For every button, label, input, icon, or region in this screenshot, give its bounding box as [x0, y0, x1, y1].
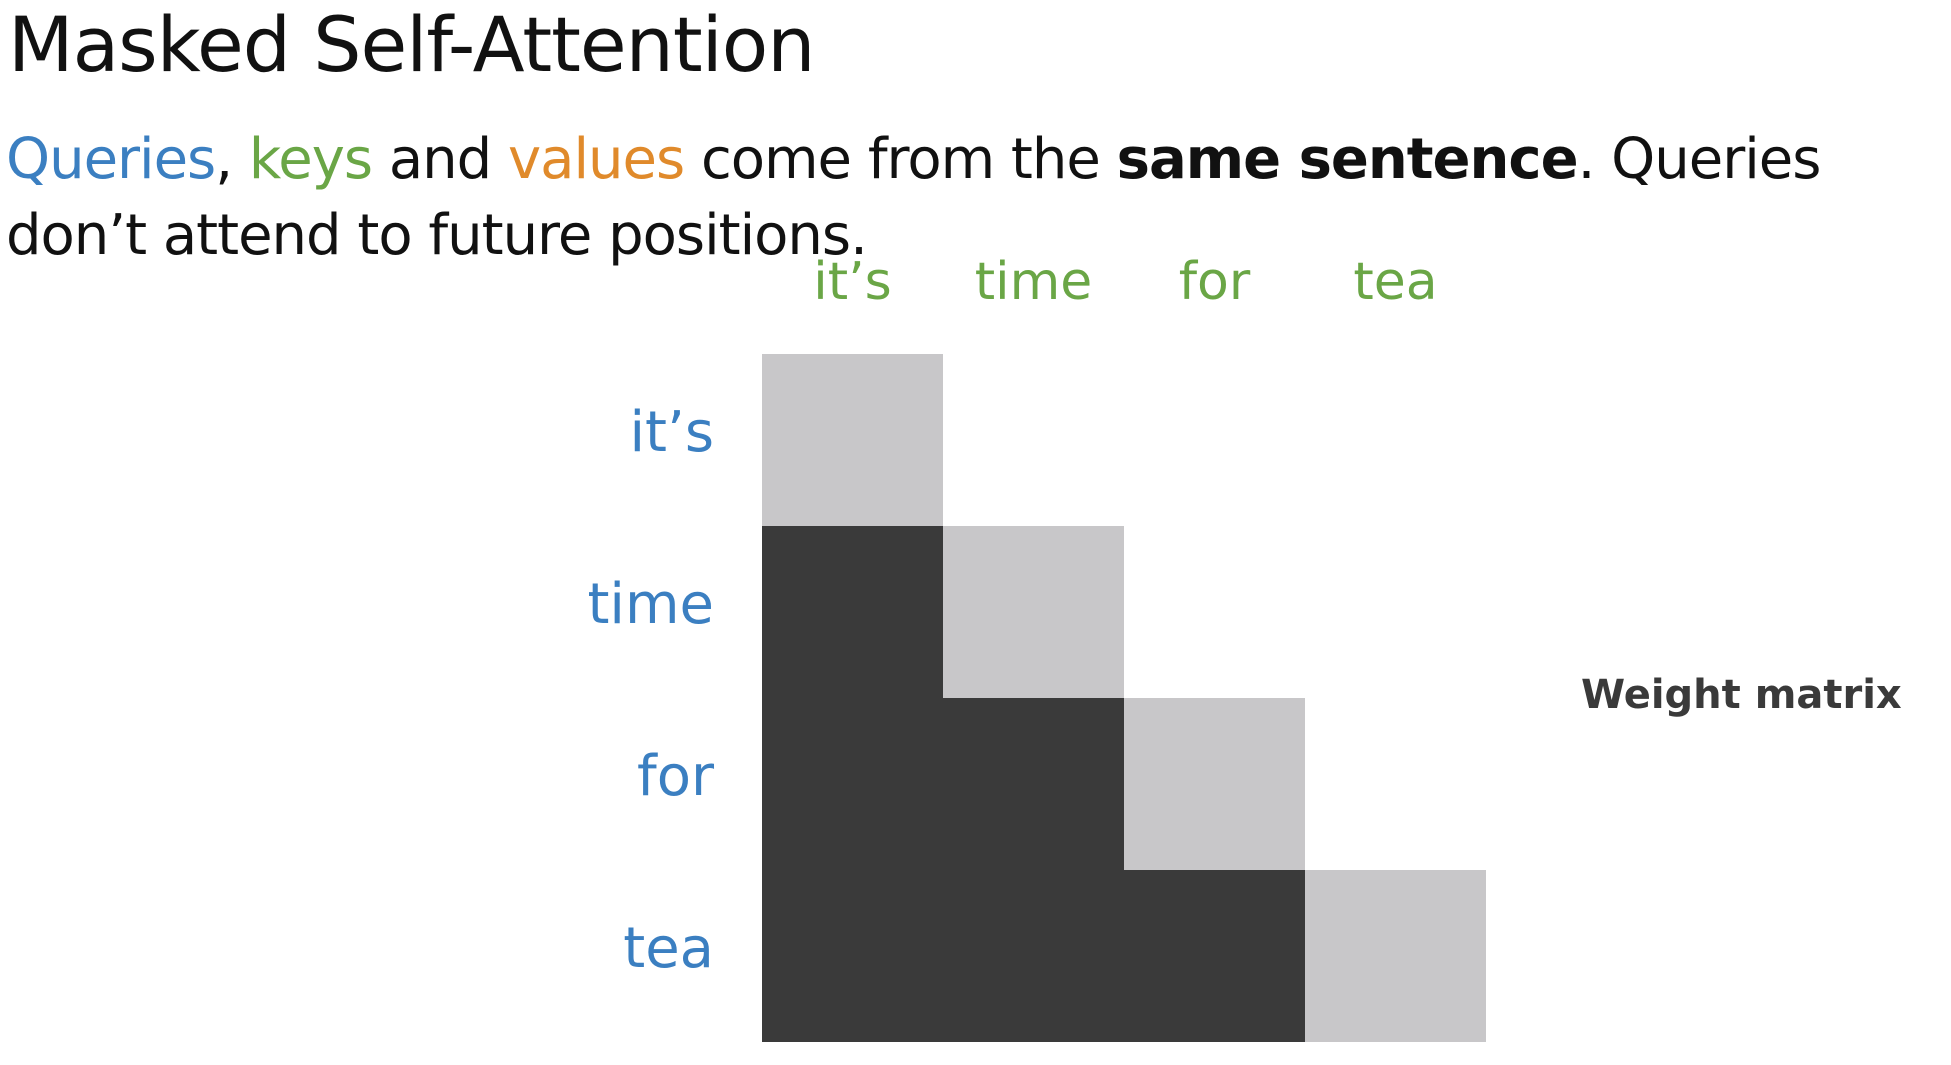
- subtitle-comma: ,: [215, 127, 249, 192]
- matrix-cell-diagonal: [1124, 698, 1305, 870]
- matrix-cell-attended: [1124, 870, 1305, 1042]
- slide-subtitle: Queries, keys and values come from the s…: [6, 122, 1951, 274]
- matrix-cell-diagonal: [762, 354, 943, 526]
- matrix-cell-masked: [1305, 526, 1486, 698]
- same-sentence-term: same sentence: [1116, 127, 1579, 192]
- matrix-cell-masked: [1124, 354, 1305, 526]
- matrix-cell-masked: [1305, 698, 1486, 870]
- keys-term: keys: [248, 127, 373, 192]
- subtitle-and: and: [372, 127, 509, 192]
- subtitle-rest: . Queries don’t attend to future positio…: [6, 127, 1821, 268]
- matrix-cell-attended: [943, 698, 1124, 870]
- weight-matrix: [762, 354, 1486, 1042]
- matrix-cell-diagonal: [1305, 870, 1486, 1042]
- slide-title: Masked Self-Attention: [8, 0, 815, 89]
- weight-matrix-label: Weight matrix: [1581, 672, 1902, 718]
- query-token-label: time: [587, 572, 714, 637]
- key-token-label: for: [1178, 252, 1251, 312]
- query-token-label: it’s: [629, 400, 715, 465]
- matrix-cell-attended: [943, 870, 1124, 1042]
- key-token-label: tea: [1353, 252, 1438, 312]
- matrix-cell-attended: [762, 698, 943, 870]
- matrix-cell-masked: [943, 354, 1124, 526]
- matrix-cell-diagonal: [943, 526, 1124, 698]
- queries-term: Queries: [6, 127, 216, 192]
- subtitle-come-from: come from the: [684, 127, 1117, 192]
- key-token-label: time: [974, 252, 1093, 312]
- key-token-label: it’s: [813, 252, 892, 312]
- values-term: values: [508, 127, 685, 192]
- query-token-label: for: [637, 744, 714, 809]
- matrix-cell-attended: [762, 526, 943, 698]
- query-token-label: tea: [623, 916, 714, 981]
- matrix-cell-masked: [1305, 354, 1486, 526]
- matrix-cell-attended: [762, 870, 943, 1042]
- matrix-cell-masked: [1124, 526, 1305, 698]
